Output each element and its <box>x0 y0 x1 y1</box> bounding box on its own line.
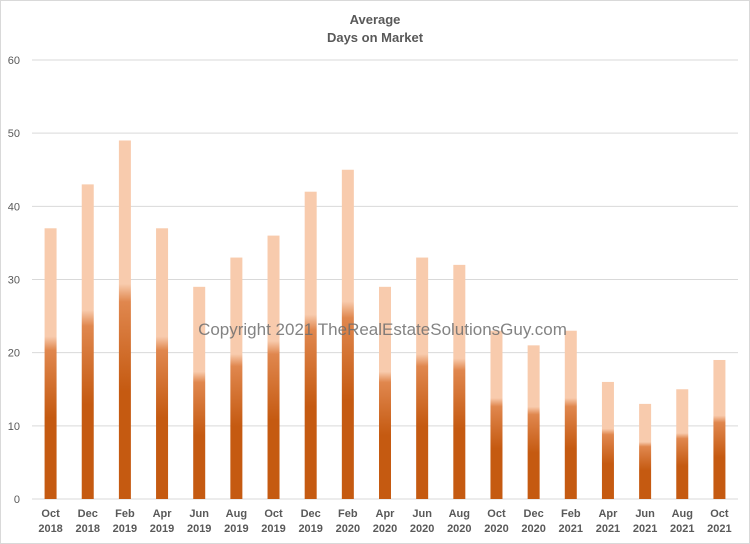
x-tick-label-month: Dec <box>301 508 321 520</box>
y-tick-label: 40 <box>8 201 20 213</box>
x-tick-label-year: 2019 <box>261 523 285 535</box>
x-tick-label-month: Feb <box>115 508 135 520</box>
x-tick-label-year: 2019 <box>150 523 174 535</box>
x-tick-label-month: Dec <box>524 508 544 520</box>
bar <box>341 169 354 499</box>
bars <box>44 140 726 500</box>
x-tick-label-year: 2018 <box>75 523 99 535</box>
x-tick-label-month: Apr <box>598 508 618 520</box>
bar <box>676 389 689 499</box>
y-axis-ticks: 0 10 20 30 40 50 60 <box>8 55 20 506</box>
x-tick-label-year: 2021 <box>559 523 583 535</box>
bar <box>267 235 280 499</box>
x-tick-label-year: 2019 <box>298 523 322 535</box>
x-tick-label-month: Feb <box>338 508 358 520</box>
x-tick-label-year: 2020 <box>447 523 471 535</box>
x-tick-label-month: Apr <box>153 508 173 520</box>
y-tick-label: 0 <box>14 494 20 506</box>
bar <box>490 330 503 499</box>
bar <box>639 403 652 499</box>
bar <box>81 184 94 499</box>
bar <box>416 257 429 499</box>
chart-title-line1: Average <box>349 12 401 27</box>
x-tick-label-year: 2019 <box>113 523 137 535</box>
bar <box>601 381 614 499</box>
x-tick-label-month: Apr <box>376 508 396 520</box>
bar <box>44 228 57 500</box>
bar <box>156 228 169 500</box>
bar <box>527 345 540 499</box>
x-tick-label-month: Oct <box>487 508 506 520</box>
x-tick-label-year: 2021 <box>670 523 694 535</box>
y-tick-label: 10 <box>8 421 20 433</box>
x-tick-label-year: 2020 <box>521 523 545 535</box>
y-tick-label: 30 <box>8 275 20 287</box>
x-tick-label-month: Aug <box>449 508 470 520</box>
x-tick-label-year: 2020 <box>410 523 434 535</box>
x-tick-label-month: Aug <box>226 508 247 520</box>
y-tick-label: 60 <box>8 55 20 67</box>
x-tick-label-month: Feb <box>561 508 581 520</box>
x-tick-label-year: 2020 <box>373 523 397 535</box>
x-tick-label-year: 2021 <box>707 523 731 535</box>
copyright-watermark: Copyright 2021 TheRealEstateSolutionsGuy… <box>198 320 567 339</box>
chart-title-line2: Days on Market <box>326 30 424 45</box>
x-tick-label-year: 2020 <box>484 523 508 535</box>
bar <box>304 191 317 499</box>
x-tick-label-month: Jun <box>189 508 209 520</box>
x-tick-label-month: Oct <box>264 508 283 520</box>
y-tick-label: 50 <box>8 128 20 140</box>
x-tick-label-month: Oct <box>41 508 60 520</box>
x-tick-label-year: 2019 <box>187 523 211 535</box>
x-tick-label-year: 2020 <box>336 523 360 535</box>
x-tick-label-year: 2021 <box>596 523 620 535</box>
bar <box>193 286 206 499</box>
x-tick-label-year: 2019 <box>224 523 248 535</box>
bar <box>230 257 243 499</box>
bar <box>713 359 726 499</box>
x-tick-label-month: Aug <box>672 508 693 520</box>
bar <box>453 264 466 499</box>
x-axis-ticks: Oct 2018 Dec 2018 Feb 2019 Apr 2019 Jun 2019 Aug 20… <box>38 508 731 535</box>
x-tick-label-month: Jun <box>412 508 432 520</box>
bar <box>379 286 391 499</box>
y-tick-label: 20 <box>8 348 20 360</box>
bar <box>564 330 577 499</box>
x-tick-label-month: Jun <box>635 508 655 520</box>
x-tick-label-month: Oct <box>710 508 729 520</box>
bar <box>118 140 131 499</box>
x-tick-label-year: 2021 <box>633 523 657 535</box>
x-tick-label-year: 2018 <box>38 523 62 535</box>
x-tick-label-month: Dec <box>78 508 98 520</box>
